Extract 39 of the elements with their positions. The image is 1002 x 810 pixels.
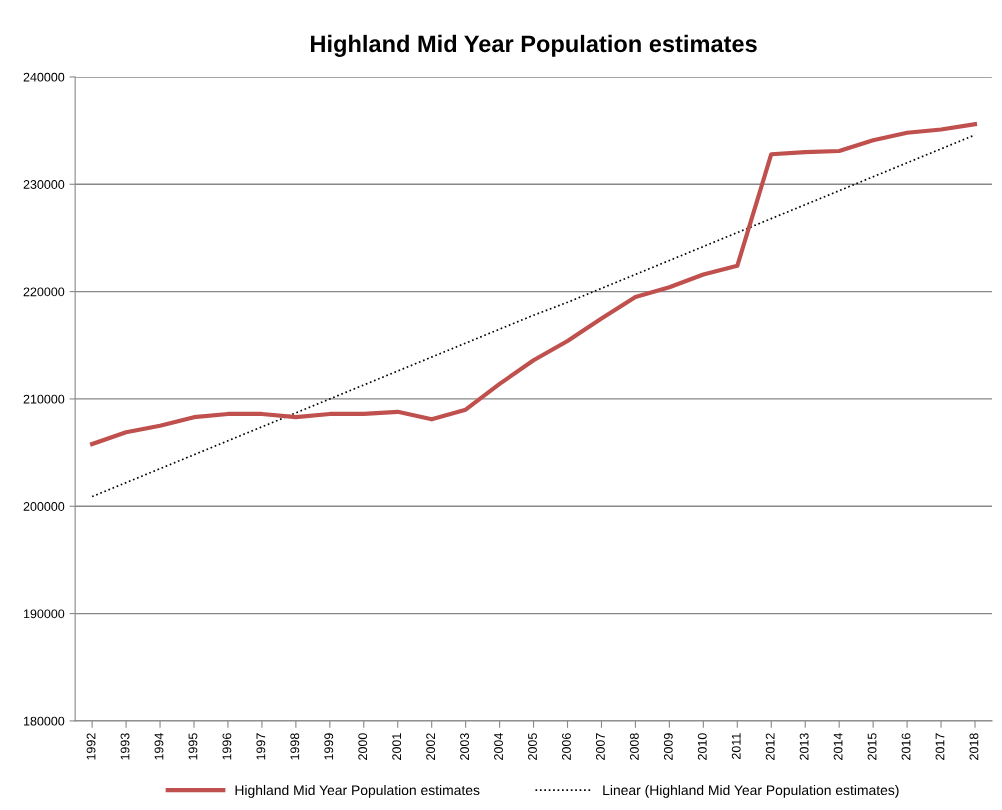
x-tick-label: 2005 [528, 733, 537, 760]
x-tick-label: 1992 [86, 733, 96, 760]
y-tick-label: 200000 [23, 502, 65, 511]
line-series [90, 122, 978, 447]
x-tick-label: 2001 [392, 733, 402, 760]
x-tick-label: 1999 [324, 733, 334, 760]
x-tick-label: 1995 [188, 733, 198, 760]
x-tick-label: 2007 [595, 733, 605, 760]
x-tick-label: 2010 [697, 733, 707, 760]
legend-label: Highland Mid Year Population estimates [235, 784, 480, 798]
x-tick-label: 1998 [290, 733, 300, 760]
x-tick-label: 1996 [222, 733, 232, 760]
x-tick-label: 2008 [629, 733, 639, 760]
y-tick-label: 240000 [23, 72, 65, 82]
x-tick-label: 2006 [562, 733, 571, 760]
x-tick-label: 1994 [154, 733, 164, 760]
y-tick-label: 190000 [23, 609, 65, 619]
x-tick-label: 2003 [460, 733, 470, 760]
chart-title: Highland Mid Year Population estimates [311, 34, 757, 57]
line-series [91, 134, 976, 498]
x-tick-label: 2018 [969, 733, 979, 760]
x-tick-label: 1997 [256, 733, 266, 760]
y-tick-label: 230000 [23, 180, 65, 189]
legend-label: Linear (Highland Mid Year Population estimates) [603, 784, 899, 798]
x-tick-label: 2014 [833, 733, 843, 760]
x-tick-label: 2013 [799, 733, 809, 760]
x-tick-label: 2011 [731, 733, 741, 759]
y-tick-label: 180000 [23, 716, 65, 726]
x-tick-label: 2002 [426, 733, 436, 760]
x-tick-label: 2012 [765, 733, 775, 760]
x-tick-label: 2015 [867, 733, 877, 760]
x-tick-label: 1993 [120, 733, 130, 760]
x-tick-label: 2017 [935, 733, 945, 760]
y-tick-label: 210000 [23, 394, 65, 404]
y-tick-label: 220000 [23, 287, 65, 297]
x-tick-label: 2009 [663, 733, 673, 760]
x-tick-label: 2004 [494, 733, 503, 760]
x-tick-label: 2000 [358, 733, 368, 760]
x-tick-label: 2016 [901, 733, 911, 760]
